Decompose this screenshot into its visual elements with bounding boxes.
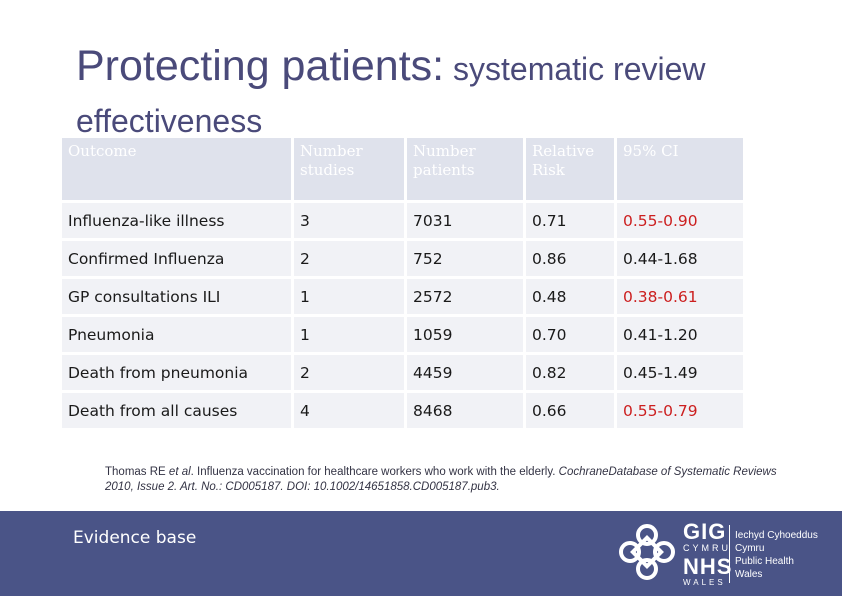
citation-journal: CochraneDatabase of Systematic Reviews 2… [105,466,777,493]
citation-authors: Thomas RE [105,466,169,478]
column-header-line: patients [413,161,475,179]
results-table-body: Outcome Number studies Number patients Relati… [62,138,743,428]
citation-title: . Influenza vaccination for healthcare w… [190,466,559,478]
ci-cell: 0.41-1.20 [617,317,743,352]
footer-label: Evidence base [73,528,197,548]
org-line: Wales [735,569,763,580]
studies-cell: 4 [294,393,404,428]
title-line2: effectiveness [76,103,263,139]
studies-cell: 1 [294,279,404,314]
studies-cell: 1 [294,317,404,352]
patients-cell: 752 [407,241,523,276]
column-header: Number patients [407,138,523,200]
column-header-line: 95% CI [623,142,679,160]
studies-cell: 2 [294,241,404,276]
outcome-cell: Death from all causes [62,393,291,428]
relative-risk-cell: 0.70 [526,317,614,352]
column-header: 95% CI [617,138,743,200]
table-row: Pneumonia 1 1059 0.70 0.41-1.20 [62,317,743,352]
logo-nhs: NHS [683,554,733,579]
patients-cell: 7031 [407,203,523,238]
patients-cell: 2572 [407,279,523,314]
org-name: Iechyd Cyhoeddus Cymru Public Health Wal… [735,529,818,581]
table-row: Death from all causes 4 8468 0.66 0.55-0.79 [62,393,743,428]
ci-cell: 0.55-0.90 [617,203,743,238]
citation-etal: et al [168,466,191,478]
patients-cell: 4459 [407,355,523,390]
relative-risk-cell: 0.66 [526,393,614,428]
table-row: Confirmed Influenza 2 752 0.86 0.44-1.68 [62,241,743,276]
column-header: Outcome [62,138,291,200]
ci-cell: 0.45-1.49 [617,355,743,390]
ci-cell: 0.44-1.68 [617,241,743,276]
logo-gig: GIG [683,519,727,544]
relative-risk-cell: 0.48 [526,279,614,314]
column-header-line: Relative [532,142,595,160]
table-row: Influenza-like illness 3 7031 0.71 0.55-0.90 [62,203,743,238]
title-rest: systematic review [453,51,706,87]
studies-cell: 2 [294,355,404,390]
org-line: Cymru [735,543,765,554]
outcome-cell: Confirmed Influenza [62,241,291,276]
logo-wales: WALES [683,578,726,587]
results-table: Outcome Number studies Number patients Relati… [59,135,746,431]
footer-bar: Evidence base GIG CYMRU NHS WALES Iechyd… [0,511,842,596]
logo-divider [729,525,730,583]
outcome-cell: Death from pneumonia [62,355,291,390]
nhs-wales-wordmark: GIG CYMRU NHS WALES [683,521,732,587]
table-row: GP consultations ILI 1 2572 0.48 0.38-0.61 [62,279,743,314]
title-main: Protecting patients: [76,42,445,90]
page-title: Protecting patients: systematic review e… [76,40,816,147]
relative-risk-cell: 0.71 [526,203,614,238]
celtic-knot-logo-icon [619,524,675,580]
column-header-line: Number [300,142,363,160]
column-header-line: Number [413,142,476,160]
outcome-cell: GP consultations ILI [62,279,291,314]
studies-cell: 3 [294,203,404,238]
relative-risk-cell: 0.82 [526,355,614,390]
column-header: Relative Risk [526,138,614,200]
ci-cell: 0.55-0.79 [617,393,743,428]
relative-risk-cell: 0.86 [526,241,614,276]
logo-cymru: CYMRU [683,543,731,553]
table-row: Death from pneumonia 2 4459 0.82 0.45-1.49 [62,355,743,390]
column-header: Number studies [294,138,404,200]
patients-cell: 1059 [407,317,523,352]
column-header-line: Outcome [68,142,137,160]
org-line: Public Health [735,556,794,567]
column-header-line: Risk [532,161,565,179]
column-header-line: studies [300,161,355,179]
table-header-row: Outcome Number studies Number patients Relati… [62,138,743,200]
patients-cell: 8468 [407,393,523,428]
citation: Thomas RE et al. Influenza vaccination f… [105,465,785,495]
outcome-cell: Pneumonia [62,317,291,352]
outcome-cell: Influenza-like illness [62,203,291,238]
org-line: Iechyd Cyhoeddus [735,530,818,541]
ci-cell: 0.38-0.61 [617,279,743,314]
